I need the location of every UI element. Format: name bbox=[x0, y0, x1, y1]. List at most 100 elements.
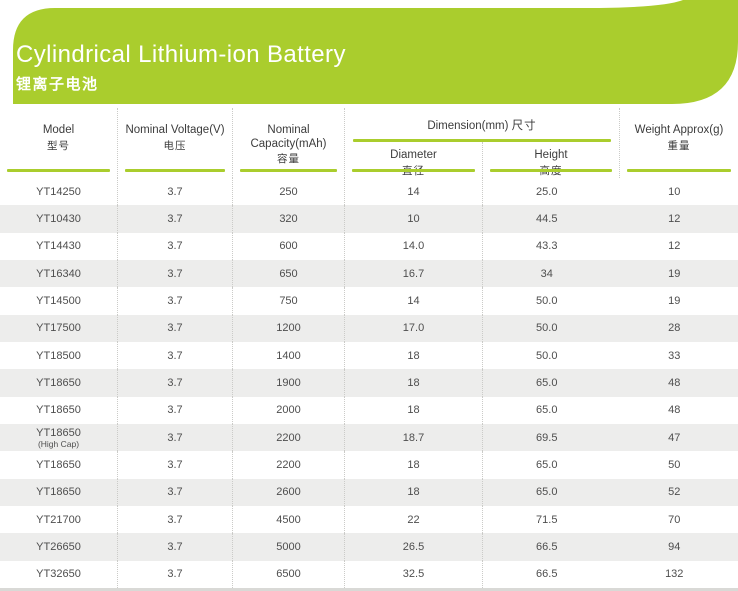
cell-capacity: 6500 bbox=[233, 560, 345, 588]
cell-weight: 50 bbox=[668, 458, 681, 471]
table-row: YT18650 3.7 1900 18 65.0 48 bbox=[0, 369, 738, 397]
table-row: YT21700 3.7 4500 22 71.5 70 bbox=[0, 505, 738, 534]
cell-capacity: 320 bbox=[233, 205, 345, 233]
cell-height: 66.5 bbox=[536, 568, 558, 581]
cell-diameter: 16.7 bbox=[345, 259, 483, 288]
cell-voltage: 3.7 bbox=[118, 451, 233, 479]
column-header-label-zh: 重量 bbox=[667, 139, 691, 152]
cell-weight: 10 bbox=[668, 185, 681, 198]
cell-voltage: 3.7 bbox=[118, 178, 233, 206]
column-header-label: Height bbox=[534, 149, 568, 161]
cell-height: 44.5 bbox=[536, 212, 558, 225]
cell-height: 50.0 bbox=[536, 294, 558, 307]
cell-height: 71.5 bbox=[536, 513, 558, 526]
column-header-label-zh: 电压 bbox=[163, 139, 187, 152]
cell-diameter: 14.0 bbox=[345, 232, 483, 260]
table-row: YT18650 3.7 2200 18 65.0 50 bbox=[0, 451, 738, 479]
header-underline bbox=[490, 169, 612, 172]
cell-model: YT26650 bbox=[0, 533, 118, 561]
cell-diameter: 10 bbox=[345, 205, 483, 233]
cell-diameter: 22 bbox=[345, 505, 483, 534]
page-subtitle: 锂离子电池 bbox=[16, 76, 99, 93]
cell-weight: 48 bbox=[668, 376, 681, 389]
banner-background bbox=[13, 0, 738, 104]
cell-capacity: 2200 bbox=[233, 423, 345, 452]
cell-weight: 70 bbox=[668, 513, 681, 526]
cell-model: YT18650 (High Cap) bbox=[0, 423, 118, 452]
cell-capacity: 600 bbox=[233, 232, 345, 260]
cell-model: YT18650 bbox=[0, 369, 118, 397]
cell-model: YT14430 bbox=[0, 232, 118, 260]
cell-weight: 48 bbox=[668, 404, 681, 417]
column-header-label: Nominal Voltage(V) bbox=[125, 124, 225, 136]
column-header-label-zh: 容量 bbox=[277, 153, 300, 165]
table-row: YT26650 3.7 5000 26.5 66.5 94 bbox=[0, 533, 738, 561]
dimension-label-en: Dimension(mm) bbox=[427, 120, 509, 132]
table-row: YT32650 3.7 6500 32.5 66.5 132 bbox=[0, 560, 738, 588]
cell-diameter: 14 bbox=[345, 287, 483, 315]
table-header: Model 型号 Nominal Voltage(V) 电压 Nominal C… bbox=[0, 108, 738, 178]
header-underline bbox=[7, 169, 110, 172]
cell-voltage: 3.7 bbox=[118, 478, 233, 506]
cell-diameter: 18 bbox=[345, 396, 483, 424]
cell-height: 65.0 bbox=[536, 486, 558, 499]
cell-model: YT18650 bbox=[0, 451, 118, 479]
table-row: YT18650 3.7 2000 18 65.0 48 bbox=[0, 396, 738, 424]
cell-capacity: 2200 bbox=[233, 451, 345, 479]
table-row: YT16340 3.7 650 16.7 34 19 bbox=[0, 259, 738, 288]
cell-diameter: 18 bbox=[345, 369, 483, 397]
cell-voltage: 3.7 bbox=[118, 232, 233, 260]
column-header-model: Model 型号 bbox=[0, 108, 118, 178]
page-title: Cylindrical Lithium-ion Battery bbox=[16, 41, 346, 68]
cell-height: 50.0 bbox=[536, 322, 558, 335]
cell-model: YT18500 bbox=[0, 341, 118, 370]
column-header-height: Height 高度 bbox=[483, 142, 619, 178]
cell-height: 65.0 bbox=[536, 404, 558, 417]
column-header-voltage: Nominal Voltage(V) 电压 bbox=[118, 108, 233, 178]
cell-model: YT18650 bbox=[0, 396, 118, 424]
cell-voltage: 3.7 bbox=[118, 341, 233, 370]
table-row: YT18650 3.7 2600 18 65.0 52 bbox=[0, 478, 738, 506]
cell-height: 43.3 bbox=[536, 240, 558, 253]
cell-diameter: 32.5 bbox=[345, 560, 483, 588]
cell-voltage: 3.7 bbox=[118, 560, 233, 588]
cell-voltage: 3.7 bbox=[118, 205, 233, 233]
table-row: YT18650 (High Cap) 3.7 2200 18.7 69.5 47 bbox=[0, 423, 738, 452]
cell-model: YT21700 bbox=[0, 505, 118, 534]
cell-weight: 19 bbox=[668, 267, 681, 280]
cell-voltage: 3.7 bbox=[118, 533, 233, 561]
column-group-dimension: Dimension(mm) 尺寸 Diameter 直径 Height 高度 bbox=[345, 108, 620, 178]
cell-height: 50.0 bbox=[536, 349, 558, 362]
cell-voltage: 3.7 bbox=[118, 287, 233, 315]
cell-height: 66.5 bbox=[536, 540, 558, 553]
cell-diameter: 18 bbox=[345, 451, 483, 479]
cell-capacity: 2000 bbox=[233, 396, 345, 424]
cell-height: 65.0 bbox=[536, 376, 558, 389]
cell-capacity: 5000 bbox=[233, 533, 345, 561]
cell-capacity: 4500 bbox=[233, 505, 345, 534]
cell-weight: 94 bbox=[668, 540, 681, 553]
cell-capacity: 1400 bbox=[233, 341, 345, 370]
cell-diameter: 17.0 bbox=[345, 314, 483, 342]
header-underline bbox=[240, 169, 337, 172]
cell-weight: 12 bbox=[668, 240, 681, 253]
cell-weight: 52 bbox=[668, 486, 681, 499]
cell-diameter: 18 bbox=[345, 341, 483, 370]
cell-diameter: 14 bbox=[345, 178, 483, 206]
cell-model: YT17500 bbox=[0, 314, 118, 342]
cell-voltage: 3.7 bbox=[118, 259, 233, 288]
column-header-label: Model bbox=[42, 124, 75, 136]
table-row: YT17500 3.7 1200 17.0 50.0 28 bbox=[0, 314, 738, 342]
column-header-label-zh: 型号 bbox=[47, 139, 70, 152]
cell-voltage: 3.7 bbox=[118, 423, 233, 452]
table-body: YT14250 3.7 250 14 25.0 10 YT10430 3.7 320 10 44.5… bbox=[0, 178, 738, 588]
cell-model: YT18650 bbox=[0, 478, 118, 506]
cell-capacity: 1200 bbox=[233, 314, 345, 342]
cell-capacity: 650 bbox=[233, 259, 345, 288]
column-header-diameter: Diameter 直径 bbox=[345, 142, 483, 178]
cell-height: 25.0 bbox=[536, 185, 558, 198]
column-header-label: Diameter bbox=[390, 149, 437, 161]
table-row: YT10430 3.7 320 10 44.5 12 bbox=[0, 205, 738, 233]
table-row: YT18500 3.7 1400 18 50.0 33 bbox=[0, 341, 738, 370]
dimension-subheaders: Diameter 直径 Height 高度 bbox=[345, 142, 619, 178]
